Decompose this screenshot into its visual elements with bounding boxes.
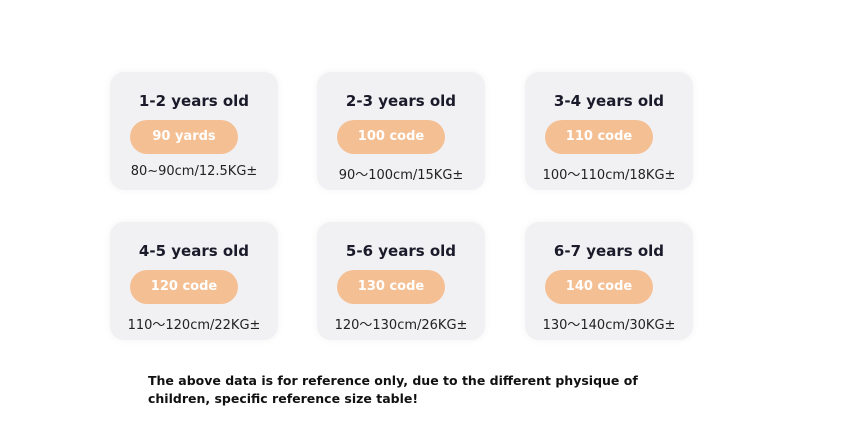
size-pill: 110 code xyxy=(545,120,653,154)
measurement: 90～100cm/15KG± xyxy=(338,168,464,183)
measurement: 80~90cm/12.5KG± xyxy=(130,164,258,179)
measurement: 100～110cm/18KG± xyxy=(542,168,676,183)
age-label: 2-3 years old xyxy=(345,92,457,110)
size-pill: 100 code xyxy=(337,120,445,154)
footnote: The above data is for reference only, du… xyxy=(148,373,638,406)
size-card: 6-7 years old 140 code 130～140cm/30KG± xyxy=(525,222,693,340)
age-label: 3-4 years old xyxy=(553,92,665,110)
size-card: 2-3 years old 100 code 90～100cm/15KG± xyxy=(317,72,485,190)
size-pill: 90 yards xyxy=(130,120,238,154)
measurement: 130～140cm/30KG± xyxy=(542,318,676,333)
size-card: 5-6 years old 130 code 120～130cm/26KG± xyxy=(317,222,485,340)
size-card: 1-2 years old 90 yards 80~90cm/12.5KG± xyxy=(110,72,278,190)
measurement: 120～130cm/26KG± xyxy=(334,318,468,333)
age-label: 4-5 years old xyxy=(138,242,250,260)
age-label: 6-7 years old xyxy=(553,242,665,260)
age-label: 1-2 years old xyxy=(138,92,250,110)
size-card: 4-5 years old 120 code 110～120cm/22KG± xyxy=(110,222,278,340)
size-pill: 140 code xyxy=(545,270,653,304)
size-card: 3-4 years old 110 code 100～110cm/18KG± xyxy=(525,72,693,190)
size-pill: 130 code xyxy=(337,270,445,304)
age-label: 5-6 years old xyxy=(345,242,457,260)
size-pill: 120 code xyxy=(130,270,238,304)
measurement: 110～120cm/22KG± xyxy=(127,318,261,333)
